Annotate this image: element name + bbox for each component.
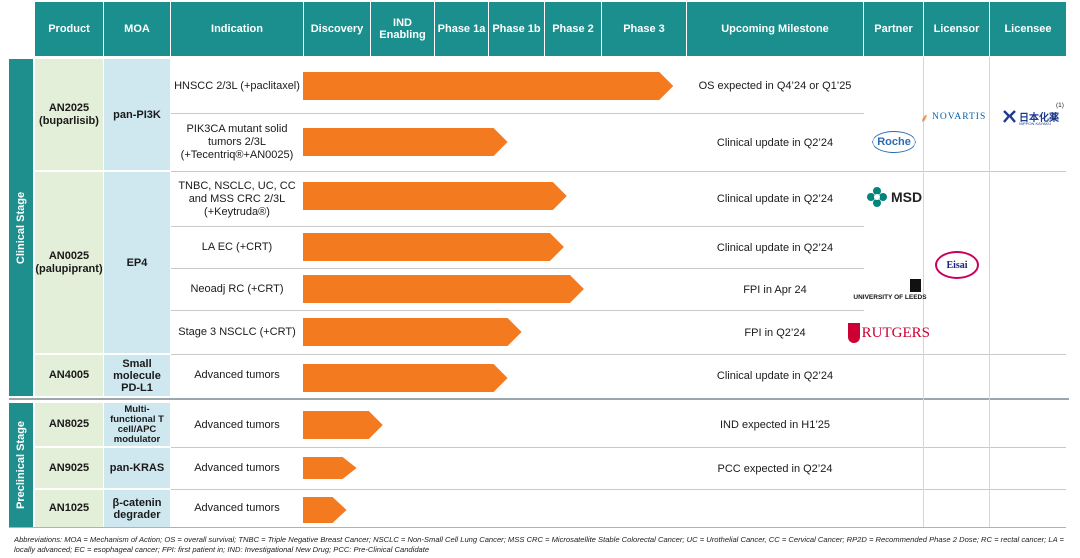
product-an8025: AN8025 <box>35 403 103 446</box>
row-divider <box>171 268 864 269</box>
moa-beta-catenin: β-catenin degrader <box>104 490 170 527</box>
indication-cell: HNSCC 2/3L (+paclitaxel) <box>174 79 300 92</box>
milestone-cell: Clinical update in Q2’24 <box>716 193 834 205</box>
indication-cell: Advanced tumors <box>194 462 280 474</box>
progress-arrow <box>303 364 508 392</box>
header-ind-enabling: IND Enabling <box>371 2 434 56</box>
rutgers-shield-icon <box>848 323 860 343</box>
stage-divider <box>9 398 1069 400</box>
header-partner: Partner <box>864 2 923 56</box>
header-product: Product <box>35 2 103 56</box>
leeds-crest-icon <box>910 279 921 292</box>
clinical-stage-label: Clinical Stage <box>9 59 33 396</box>
header-indication: Indication <box>171 2 303 56</box>
progress-arrow <box>303 318 522 346</box>
progress-arrow <box>303 233 564 261</box>
progress-arrow <box>303 72 674 100</box>
nippon-kayaku-mark-icon <box>1003 110 1016 123</box>
progress-arrow <box>303 411 383 439</box>
column-divider <box>923 57 924 527</box>
header-phase1b: Phase 1b <box>489 2 544 56</box>
header-moa: MOA <box>104 2 170 56</box>
product-an0025: AN0025 (palupiprant) <box>35 172 103 353</box>
milestone-cell: Clinical update in Q2’24 <box>716 241 834 254</box>
indication-cell: Advanced tumors <box>194 418 280 431</box>
indication-cell: Neoadj RC (+CRT) <box>190 283 284 295</box>
column-divider <box>989 57 990 527</box>
header-phase3: Phase 3 <box>602 2 686 56</box>
header-licensee: Licensee <box>990 2 1066 56</box>
eisai-logo: Eisai <box>935 251 979 279</box>
moa-tcell-apc: Multi-functional T cell/APC modulator <box>104 403 170 446</box>
msd-logo: MSD <box>864 185 924 209</box>
leeds-logo: UNIVERSITY OF LEEDS <box>850 279 930 303</box>
progress-arrow <box>303 457 357 479</box>
indication-cell: Stage 3 NSCLC (+CRT) <box>178 326 296 338</box>
product-an9025: AN9025 <box>35 448 103 488</box>
indication-cell: Advanced tumors <box>194 369 280 381</box>
product-an4005: AN4005 <box>35 355 103 396</box>
row-divider <box>171 489 1066 490</box>
header-phase1a: Phase 1a <box>435 2 488 56</box>
table-bottom <box>9 527 1066 528</box>
milestone-cell: Clinical update in Q2’24 <box>716 136 834 149</box>
product-an2025: AN2025 (buparlisib) <box>35 59 103 170</box>
nippon-kayaku-logo: 日本化薬 NIPPON KAYAKU (1) <box>1003 102 1065 129</box>
milestone-cell: PCC expected in Q2’24 <box>717 462 833 475</box>
progress-arrow <box>303 275 584 303</box>
row-divider <box>171 447 1066 448</box>
moa-pd-l1: Small molecule PD-L1 <box>104 355 170 396</box>
milestone-cell: FPI in Q2’24 <box>744 326 806 339</box>
indication-cell: TNBC, NSCLC, UC, CC and MSS CRC 2/3L (+K… <box>178 179 296 218</box>
novartis-flame-icon: ⸙ <box>920 110 930 125</box>
novartis-logo: ⸙ NOVARTIS <box>920 110 987 125</box>
preclinical-stage-label: Preclinical Stage <box>9 403 33 527</box>
indication-cell: Advanced tumors <box>194 502 280 514</box>
row-divider <box>171 113 864 114</box>
moa-pan-kras: pan-KRAS <box>104 448 170 488</box>
milestone-cell: OS expected in Q4’24 or Q1’25 <box>698 80 852 92</box>
header-phase2: Phase 2 <box>545 2 601 56</box>
indication-cell: LA EC (+CRT) <box>201 241 273 253</box>
row-divider <box>171 226 864 227</box>
row-divider <box>171 310 864 311</box>
product-an1025: AN1025 <box>35 490 103 527</box>
roche-logo: Roche <box>872 131 916 153</box>
abbreviations-footnote: Abbreviations: MOA = Mechanism of Action… <box>14 535 1064 554</box>
row-divider <box>171 354 1066 355</box>
indication-cell: PIK3CA mutant solid tumors 2/3L (+Tecent… <box>180 123 294 161</box>
rutgers-logo: RUTGERS <box>848 321 930 345</box>
milestone-cell: FPI in Apr 24 <box>743 283 807 296</box>
moa-ep4: EP4 <box>104 172 170 353</box>
milestone-cell: IND expected in H1’25 <box>719 419 831 431</box>
milestone-cell: Clinical update in Q2’24 <box>716 369 834 382</box>
header-milestone: Upcoming Milestone <box>687 2 863 56</box>
header-licensor: Licensor <box>924 2 989 56</box>
header-discovery: Discovery <box>304 2 370 56</box>
moa-pan-pi3k: pan-PI3K <box>104 59 170 170</box>
progress-arrow <box>303 182 567 210</box>
progress-arrow <box>303 497 347 523</box>
row-divider <box>171 171 1066 172</box>
msd-icon <box>866 187 887 207</box>
progress-arrow <box>303 128 508 156</box>
